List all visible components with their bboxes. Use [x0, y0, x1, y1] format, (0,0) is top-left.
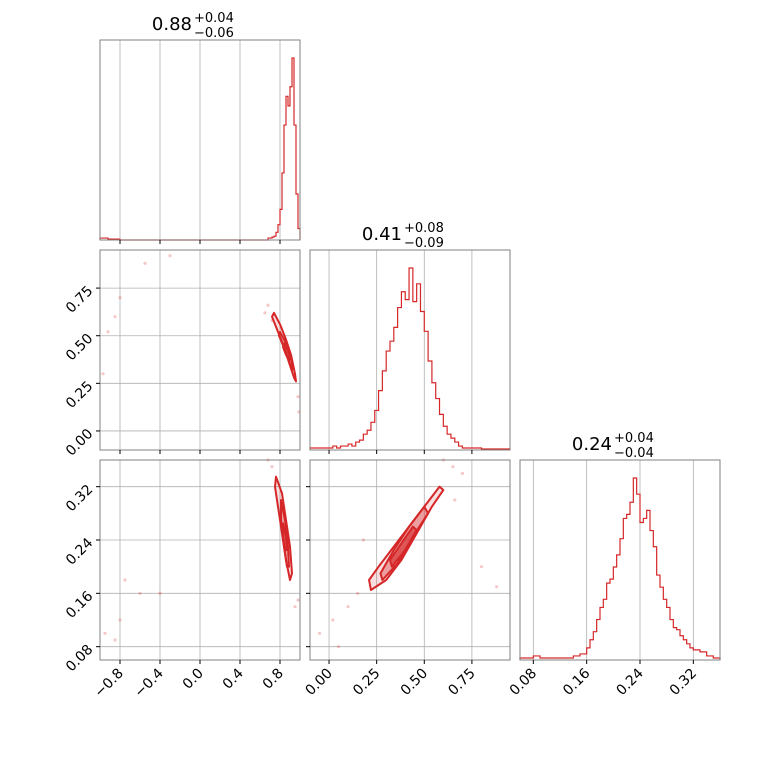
contour-level-2 [282, 522, 288, 551]
y-tick-label: 0.16 [63, 588, 96, 621]
panel-2-1 [310, 458, 510, 660]
panel-2-0 [100, 458, 300, 660]
histogram-1 [309, 267, 511, 450]
x-tick-label: 0.16 [560, 665, 593, 698]
x-tick-label: 0.8 [260, 666, 287, 693]
title-lower-error: −0.06 [194, 26, 234, 41]
x-tick-label: −0.8 [91, 666, 126, 701]
y-tick-label: 0.24 [63, 535, 96, 568]
y-tick-label: 0.75 [63, 283, 96, 316]
histogram-title-0: 0.88 +0.04−0.06 [152, 11, 234, 41]
sample-point [106, 330, 110, 334]
panel-2-2 [519, 460, 721, 660]
sample-point [479, 565, 484, 569]
x-tick-label: −0.4 [131, 665, 166, 700]
panel-0-0 [99, 40, 301, 241]
sample-point [296, 395, 300, 399]
panel-frame [519, 459, 721, 661]
sample-point [113, 315, 117, 319]
sample-point [336, 645, 341, 649]
x-tick-label: 0.4 [220, 665, 247, 692]
histogram-title-1: 0.41 +0.08−0.09 [362, 221, 444, 251]
title-value: 0.88 [152, 14, 192, 35]
x-tick-label: 0.08 [507, 666, 540, 699]
sample-point [143, 261, 147, 265]
title-value: 0.24 [572, 434, 612, 455]
histogram-2 [519, 477, 721, 660]
x-tick-label: 0.25 [350, 666, 383, 699]
x-tick-label: 0.00 [303, 666, 336, 699]
sample-point [346, 605, 350, 609]
sample-point [460, 471, 464, 475]
contour-level-2 [389, 525, 418, 568]
sample-point [356, 591, 360, 595]
panel-background [310, 460, 510, 660]
panel-1-0 [100, 250, 301, 450]
sample-point [118, 618, 122, 622]
x-tick-label: 0.24 [613, 665, 646, 698]
y-tick-label: 0.08 [63, 642, 96, 675]
x-tick-label: 0.75 [445, 666, 478, 699]
sample-point [361, 538, 365, 542]
sample-point [331, 618, 335, 622]
sample-point [266, 303, 270, 307]
sample-point [138, 591, 142, 595]
y-tick-label: 0.00 [63, 426, 96, 459]
panel-frame [309, 249, 511, 451]
title-upper-error: +0.04 [194, 11, 234, 26]
sample-point [113, 638, 117, 642]
sample-point [168, 254, 172, 258]
y-tick-label: 0.32 [63, 482, 96, 515]
sample-point [158, 591, 162, 595]
panel-1-1 [309, 250, 511, 450]
sample-point [293, 605, 297, 609]
y-tick-label: 0.25 [63, 378, 96, 411]
sample-point [263, 311, 267, 315]
sample-point [270, 465, 274, 469]
sample-point [317, 631, 322, 635]
contour-level-2 [282, 342, 291, 362]
sample-point [118, 296, 122, 300]
histogram-title-2: 0.24 +0.04−0.04 [572, 431, 654, 461]
sample-point [453, 498, 457, 502]
panel-background [310, 250, 510, 450]
sample-point [451, 465, 455, 469]
title-lower-error: −0.09 [404, 236, 444, 251]
sample-point [495, 585, 499, 589]
panel-background [520, 460, 720, 660]
sample-point [296, 598, 300, 602]
sample-point [123, 578, 127, 582]
histogram-0 [99, 57, 301, 241]
panel-frame [309, 459, 511, 661]
y-tick-label: 0.50 [63, 331, 96, 364]
title-lower-error: −0.04 [614, 446, 654, 461]
x-tick-label: 0.0 [180, 666, 207, 693]
x-tick-label: 0.50 [398, 666, 431, 699]
title-upper-error: +0.08 [404, 221, 444, 236]
sample-point [101, 372, 105, 376]
title-value: 0.41 [362, 224, 402, 245]
sample-point [103, 631, 107, 635]
x-tick-label: 0.32 [667, 666, 700, 699]
title-upper-error: +0.04 [614, 431, 654, 446]
